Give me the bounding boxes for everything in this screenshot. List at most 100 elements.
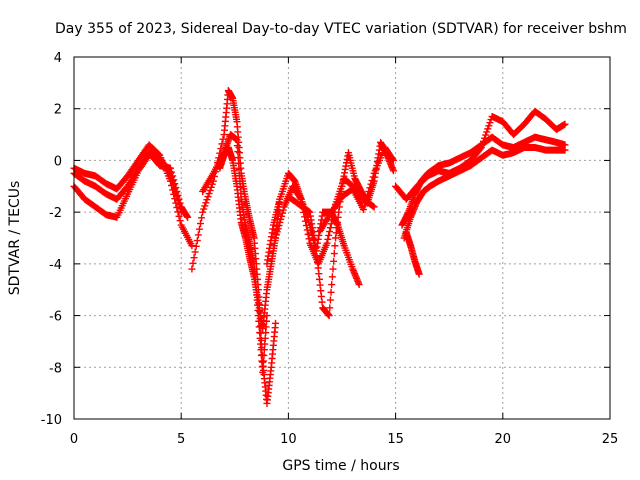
data-point xyxy=(305,207,313,215)
data-point xyxy=(366,184,374,192)
data-point xyxy=(234,148,242,156)
data-point xyxy=(191,248,199,256)
data-point xyxy=(303,226,311,234)
data-point xyxy=(328,273,336,281)
data-point xyxy=(486,119,494,127)
axis-ticks: 0 5 10 15 20 25 -10 -8 -6 -4 -2 0 2 4 xyxy=(41,51,619,447)
data-point xyxy=(278,209,286,217)
x-tick-label: 20 xyxy=(495,432,512,447)
series-track-2 xyxy=(70,149,185,216)
data-point xyxy=(328,281,336,289)
data-point xyxy=(389,156,397,164)
data-point xyxy=(326,304,334,312)
data-point xyxy=(219,135,227,143)
data-point xyxy=(326,224,334,232)
data-point xyxy=(561,120,569,128)
data-point xyxy=(198,214,206,222)
data-point xyxy=(174,191,182,199)
data-point xyxy=(483,128,491,136)
series-track-4 xyxy=(145,149,192,221)
data-point xyxy=(370,203,378,211)
data-point xyxy=(168,168,176,176)
data-point xyxy=(189,259,197,267)
series-track-14 xyxy=(400,144,569,242)
y-tick-label: -4 xyxy=(49,258,62,273)
data-point xyxy=(561,146,569,154)
data-point xyxy=(169,172,177,180)
chart-title: Day 355 of 2023, Sidereal Day-to-day VTE… xyxy=(55,21,627,37)
data-point xyxy=(204,193,212,201)
data-point xyxy=(272,234,280,242)
data-point xyxy=(234,154,242,162)
data-point xyxy=(363,195,371,203)
x-tick-label: 0 xyxy=(70,432,78,447)
data-point xyxy=(176,199,184,207)
y-tick-label: 2 xyxy=(54,103,62,118)
data-point xyxy=(325,231,333,239)
data-point xyxy=(330,250,338,258)
data-point xyxy=(272,231,280,239)
y-tick-label: 4 xyxy=(54,51,62,66)
data-point xyxy=(188,265,196,273)
data-point xyxy=(175,212,183,220)
data-point xyxy=(273,228,281,236)
data-point xyxy=(361,202,369,210)
data-point xyxy=(324,235,332,243)
data-point xyxy=(192,242,200,250)
data-point xyxy=(205,190,213,198)
data-point xyxy=(233,136,241,144)
data-point xyxy=(203,196,211,204)
data-point xyxy=(364,191,372,199)
series-track-5 xyxy=(188,87,280,407)
data-point xyxy=(367,180,375,188)
data-point xyxy=(173,187,181,195)
x-tick-label: 5 xyxy=(177,432,185,447)
plot-frame xyxy=(73,56,611,420)
data-point xyxy=(389,167,397,175)
data-point xyxy=(484,125,492,133)
data-point xyxy=(277,215,285,223)
data-point xyxy=(233,142,241,150)
data-point xyxy=(206,186,214,194)
grid-lines xyxy=(74,57,610,419)
data-point xyxy=(193,237,201,245)
data-point xyxy=(170,176,178,184)
data-point xyxy=(166,164,174,172)
data-point xyxy=(207,183,215,191)
data-point xyxy=(276,218,284,226)
data-point xyxy=(296,194,304,202)
data-point xyxy=(190,254,198,262)
data-point xyxy=(325,312,333,320)
data-point xyxy=(279,206,287,214)
data-point xyxy=(362,198,370,206)
data-point xyxy=(369,202,377,210)
data-point xyxy=(272,319,280,327)
data-point xyxy=(415,270,423,278)
data-point xyxy=(194,231,202,239)
data-point xyxy=(304,230,312,238)
x-tick-label: 10 xyxy=(280,432,297,447)
data-point xyxy=(369,173,377,181)
y-axis-label: SDTVAR / TECUs xyxy=(7,181,23,296)
y-tick-label: 0 xyxy=(54,154,62,169)
x-tick-label: 15 xyxy=(387,432,404,447)
data-point xyxy=(329,265,337,273)
data-point xyxy=(331,242,339,250)
data-point xyxy=(274,225,282,233)
x-tick-label: 25 xyxy=(602,432,619,447)
data-point xyxy=(172,184,180,192)
data-point xyxy=(359,206,367,214)
data-point xyxy=(202,199,210,207)
data-point xyxy=(302,217,310,225)
data-point xyxy=(195,225,203,233)
data-point xyxy=(330,257,338,265)
data-point xyxy=(327,288,335,296)
series-track-15 xyxy=(402,229,423,278)
series-track-13 xyxy=(398,133,569,229)
data-point xyxy=(200,205,208,213)
data-point xyxy=(171,180,179,188)
data-point xyxy=(326,296,334,304)
series-track-11 xyxy=(317,144,397,234)
